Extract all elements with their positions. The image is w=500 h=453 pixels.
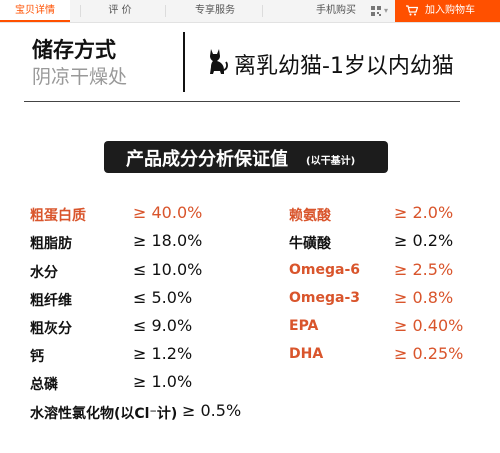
nutrient-name: 粗脂肪: [30, 236, 72, 252]
qr-code-icon[interactable]: [371, 6, 381, 16]
tab-bar: 宝贝详情 评 价 专享服务 手机购买 ▾ 加入购物车: [0, 0, 500, 23]
tab-divider: [80, 5, 81, 17]
mobile-buy-link[interactable]: 手机购买: [316, 5, 356, 16]
cat-silhouette-icon: [210, 49, 228, 74]
nutrient-value: ≥ 40.0%: [133, 203, 203, 222]
add-to-cart-label: 加入购物车: [425, 5, 475, 16]
add-to-cart-button[interactable]: 加入购物车: [395, 0, 500, 22]
nutrient-name: Omega-3: [289, 290, 361, 306]
tab-review[interactable]: 评 价: [108, 5, 132, 16]
nutrient-name: 牛磺酸: [289, 236, 331, 252]
nutrient-value: ≥ 2.5%: [394, 260, 454, 279]
nutrient-value: ≤ 10.0%: [133, 260, 203, 279]
tab-divider: [262, 5, 263, 17]
nutrient-value: ≥ 0.5%: [182, 401, 242, 420]
nutrient-name: EPA: [289, 318, 319, 334]
nutrient-value: ≥ 18.0%: [133, 231, 203, 250]
storage-subtitle: 阴凉干燥处: [32, 66, 128, 88]
nutrient-value: ≥ 1.0%: [133, 372, 193, 391]
nutrient-name: 赖氨酸: [289, 208, 331, 224]
nutrient-name: Omega-6: [289, 262, 361, 278]
nutrient-value: ≥ 0.8%: [394, 288, 454, 307]
nutrient-name: 总磷: [30, 377, 58, 393]
tab-exclusive-service[interactable]: 专享服务: [195, 5, 235, 16]
age-range-text: 离乳幼猫-1岁以内幼猫: [234, 54, 454, 79]
nutrient-value: ≥ 0.2%: [394, 231, 454, 250]
nutrient-value: ≥ 1.2%: [133, 344, 193, 363]
analysis-banner: 产品成分分析保证值 (以干基计): [104, 141, 388, 173]
vertical-divider: [183, 32, 185, 92]
nutrient-name: DHA: [289, 346, 324, 362]
analysis-title: 产品成分分析保证值: [126, 149, 288, 170]
analysis-note: (以干基计): [306, 156, 356, 167]
nutrient-value: ≥ 0.40%: [394, 316, 464, 335]
nutrient-name: 水溶性氯化物(以Cl⁻计): [30, 406, 178, 422]
nutrient-value: ≥ 2.0%: [394, 203, 454, 222]
nutrient-name: 钙: [30, 349, 44, 365]
nutrient-name: 水分: [30, 265, 58, 281]
horizontal-divider: [24, 101, 460, 102]
nutrient-value: ≤ 9.0%: [133, 316, 193, 335]
nutrient-name: 粗纤维: [30, 293, 72, 309]
tab-product-detail[interactable]: 宝贝详情: [0, 0, 70, 22]
nutrient-value: ≥ 0.25%: [394, 344, 464, 363]
storage-title: 储存方式: [32, 38, 116, 62]
cart-icon: [406, 5, 418, 16]
chevron-down-icon[interactable]: ▾: [384, 6, 389, 15]
tab-divider: [165, 5, 166, 17]
nutrient-name: 粗灰分: [30, 321, 72, 337]
nutrient-name: 粗蛋白质: [30, 208, 86, 224]
nutrient-value: ≤ 5.0%: [133, 288, 193, 307]
